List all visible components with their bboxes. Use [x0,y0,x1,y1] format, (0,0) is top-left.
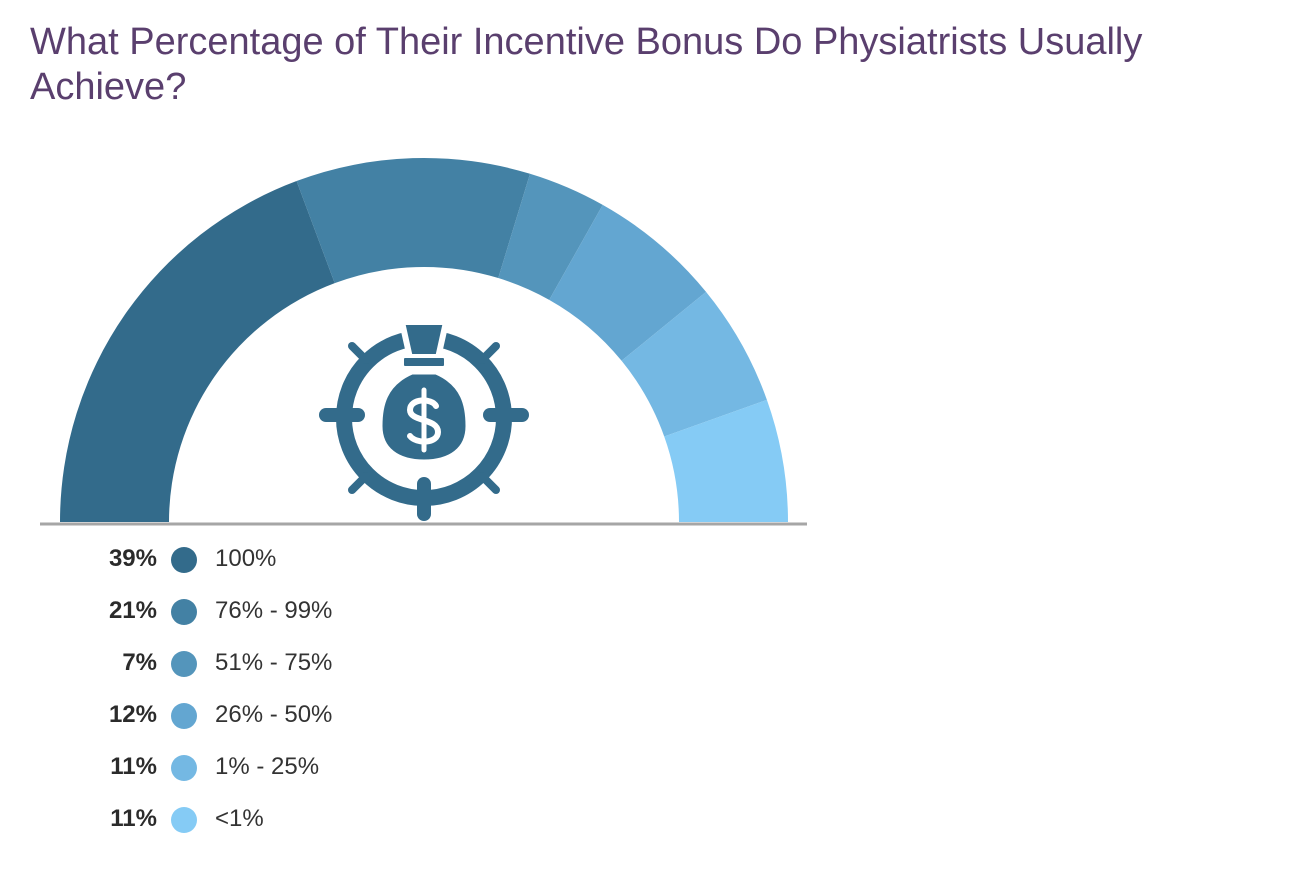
chart-title: What Percentage of Their Incentive Bonus… [30,21,1143,108]
legend-swatch [171,651,197,677]
gauge-segment-3 [498,173,603,300]
gauge-segments [60,158,788,522]
legend-swatch [171,807,197,833]
gauge-segment-6 [664,399,788,522]
legend-item: 11% <1% [60,797,460,849]
gauge-segment-1 [60,181,335,522]
legend-value: 11% [110,805,157,832]
legend-value: 11% [110,753,157,780]
legend-label: <1% [215,805,264,832]
legend-label: 1% - 25% [215,753,320,780]
legend-value: 21% [108,597,157,624]
gauge-segment-2 [296,158,531,284]
money-bag-target-icon [319,319,529,521]
legend-swatch [171,755,197,781]
legend-item: 21% 76% - 99% [60,589,460,641]
gauge-segment-5 [621,291,767,437]
legend-label: 76% - 99% [215,597,333,624]
legend-label: 100% [215,545,277,572]
legend-item: 12% 26% - 50% [60,693,460,745]
legend: 39% 100% 21% 76% - 99% 7% 51% - 75% 12% 26% - 5… [60,537,460,849]
legend-item: 7% 51% - 75% [60,641,460,693]
gauge-segment-4 [549,204,707,361]
legend-value: 12% [108,701,157,728]
legend-value: 39% [108,545,157,572]
legend-swatch [171,547,197,573]
legend-swatch [171,599,197,625]
legend-swatch [171,703,197,729]
legend-label: 26% - 50% [215,701,333,728]
legend-item: 11% 1% - 25% [60,745,460,797]
legend-label: 51% - 75% [215,649,333,676]
legend-item: 39% 100% [60,537,460,589]
legend-value: 7% [122,649,157,676]
